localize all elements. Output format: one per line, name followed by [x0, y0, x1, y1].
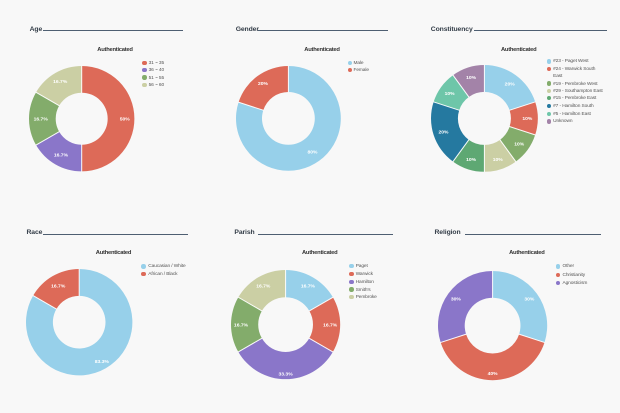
svg-text:10%: 10% [523, 117, 534, 123]
svg-text:10%: 10% [445, 91, 456, 97]
svg-text:10%: 10% [493, 157, 504, 163]
svg-text:80%: 80% [308, 149, 319, 155]
svg-text:30%: 30% [450, 297, 461, 303]
svg-text:33.3%: 33.3% [279, 372, 294, 378]
svg-text:40%: 40% [487, 371, 498, 377]
svg-text:10%: 10% [466, 157, 477, 163]
svg-text:16.7%: 16.7% [234, 322, 249, 328]
svg-text:10%: 10% [514, 142, 525, 148]
svg-text:30%: 30% [524, 297, 535, 303]
svg-text:16.7%: 16.7% [54, 152, 69, 158]
svg-text:20%: 20% [439, 130, 450, 136]
svg-text:16.7%: 16.7% [33, 116, 48, 122]
svg-text:16.7%: 16.7% [301, 284, 316, 290]
svg-text:10%: 10% [466, 76, 477, 82]
svg-text:16.7%: 16.7% [51, 284, 66, 290]
svg-text:20%: 20% [258, 81, 269, 87]
svg-text:20%: 20% [505, 82, 516, 88]
svg-text:16.7%: 16.7% [323, 322, 338, 328]
svg-text:16.7%: 16.7% [257, 284, 272, 290]
svg-text:50%: 50% [119, 116, 130, 122]
svg-text:83.3%: 83.3% [94, 359, 109, 365]
svg-text:16.7%: 16.7% [53, 79, 68, 85]
